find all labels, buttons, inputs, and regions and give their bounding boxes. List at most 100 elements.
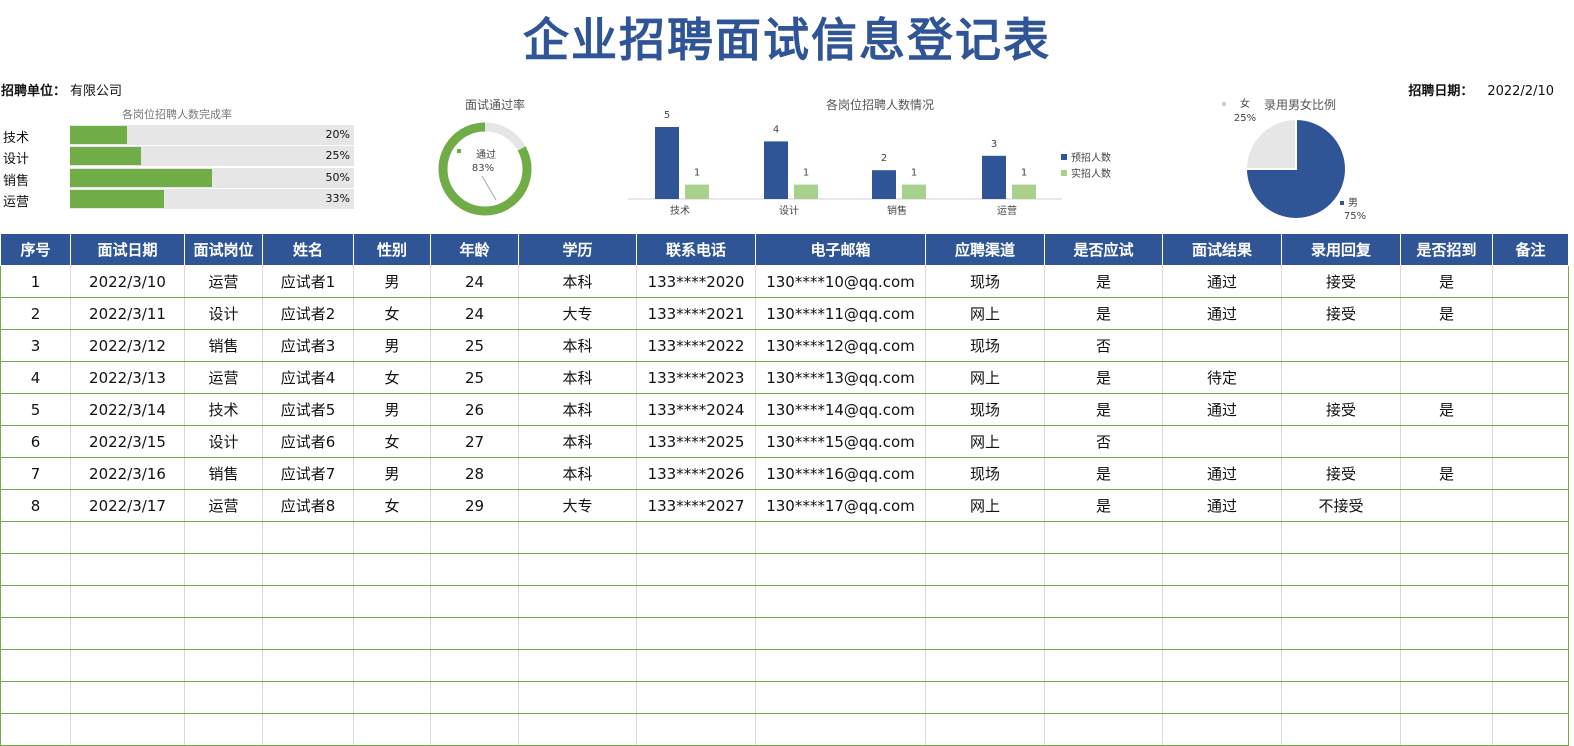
table-cell[interactable]: 130****15@qq.com xyxy=(755,425,926,458)
table-cell[interactable] xyxy=(1492,649,1569,682)
table-cell[interactable]: 应试者4 xyxy=(262,361,354,394)
table-cell[interactable] xyxy=(1400,329,1493,362)
table-cell[interactable] xyxy=(184,681,263,714)
table-row[interactable]: 3 2022/3/12 销售 应试者3 男 25 本科 133****2022 130****1… xyxy=(0,329,1569,362)
table-cell[interactable]: 是 xyxy=(1044,489,1163,522)
table-cell[interactable] xyxy=(636,681,756,714)
table-cell[interactable] xyxy=(0,617,71,650)
table-cell[interactable]: 技术 xyxy=(184,393,263,426)
table-cell[interactable] xyxy=(70,713,185,746)
table-cell[interactable]: 是 xyxy=(1044,265,1163,298)
table-cell[interactable]: 设计 xyxy=(184,425,263,458)
table-row[interactable]: 4 2022/3/13 运营 应试者4 女 25 本科 133****2023 130****1… xyxy=(0,361,1569,394)
table-cell[interactable]: 130****16@qq.com xyxy=(755,457,926,490)
table-cell[interactable]: 3 xyxy=(0,329,71,362)
column-header[interactable]: 面试岗位 xyxy=(184,233,263,266)
table-cell[interactable]: 现场 xyxy=(925,393,1045,426)
table-cell[interactable] xyxy=(1162,649,1282,682)
column-header[interactable]: 联系电话 xyxy=(636,233,756,266)
table-cell[interactable] xyxy=(184,713,263,746)
table-cell[interactable]: 通过 xyxy=(1162,265,1282,298)
table-cell[interactable] xyxy=(262,649,354,682)
table-cell[interactable] xyxy=(262,585,354,618)
table-cell[interactable] xyxy=(1281,521,1401,554)
table-cell[interactable]: 通过 xyxy=(1162,489,1282,522)
table-cell[interactable]: 2022/3/15 xyxy=(70,425,185,458)
table-cell[interactable] xyxy=(0,585,71,618)
column-header[interactable]: 应聘渠道 xyxy=(925,233,1045,266)
table-row[interactable] xyxy=(0,617,1569,650)
table-cell[interactable]: 现场 xyxy=(925,265,1045,298)
column-header[interactable]: 备注 xyxy=(1492,233,1569,266)
table-cell[interactable] xyxy=(353,585,431,618)
table-cell[interactable]: 133****2025 xyxy=(636,425,756,458)
table-cell[interactable]: 是 xyxy=(1400,297,1493,330)
table-cell[interactable] xyxy=(184,521,263,554)
table-cell[interactable]: 133****2023 xyxy=(636,361,756,394)
table-cell[interactable] xyxy=(925,521,1045,554)
table-cell[interactable]: 是 xyxy=(1400,393,1493,426)
table-cell[interactable] xyxy=(70,617,185,650)
table-cell[interactable]: 7 xyxy=(0,457,71,490)
table-cell[interactable]: 女 xyxy=(353,297,431,330)
table-cell[interactable] xyxy=(0,713,71,746)
table-cell[interactable] xyxy=(1400,585,1493,618)
table-cell[interactable] xyxy=(636,713,756,746)
table-cell[interactable] xyxy=(1492,521,1569,554)
table-cell[interactable]: 133****2020 xyxy=(636,265,756,298)
table-cell[interactable]: 否 xyxy=(1044,329,1163,362)
table-cell[interactable] xyxy=(1400,649,1493,682)
table-cell[interactable] xyxy=(1281,681,1401,714)
table-row[interactable] xyxy=(0,713,1569,746)
table-cell[interactable] xyxy=(184,617,263,650)
table-cell[interactable] xyxy=(353,553,431,586)
table-row[interactable]: 7 2022/3/16 销售 应试者7 男 28 本科 133****2026 130****1… xyxy=(0,457,1569,490)
table-cell[interactable]: 1 xyxy=(0,265,71,298)
table-cell[interactable]: 本科 xyxy=(518,361,637,394)
table-cell[interactable]: 130****11@qq.com xyxy=(755,297,926,330)
table-cell[interactable]: 应试者7 xyxy=(262,457,354,490)
table-cell[interactable] xyxy=(1044,681,1163,714)
table-cell[interactable] xyxy=(925,553,1045,586)
table-cell[interactable]: 2022/3/13 xyxy=(70,361,185,394)
table-cell[interactable]: 24 xyxy=(430,297,519,330)
table-cell[interactable]: 29 xyxy=(430,489,519,522)
table-cell[interactable]: 是 xyxy=(1400,457,1493,490)
table-cell[interactable] xyxy=(430,681,519,714)
table-cell[interactable] xyxy=(1400,713,1493,746)
table-row[interactable] xyxy=(0,521,1569,554)
table-row[interactable] xyxy=(0,649,1569,682)
table-cell[interactable] xyxy=(0,649,71,682)
table-cell[interactable] xyxy=(1400,553,1493,586)
table-cell[interactable] xyxy=(1492,297,1569,330)
table-cell[interactable] xyxy=(262,553,354,586)
table-cell[interactable] xyxy=(1281,553,1401,586)
table-cell[interactable] xyxy=(755,713,926,746)
table-cell[interactable]: 运营 xyxy=(184,361,263,394)
table-cell[interactable]: 大专 xyxy=(518,297,637,330)
table-cell[interactable]: 男 xyxy=(353,265,431,298)
table-cell[interactable]: 网上 xyxy=(925,361,1045,394)
table-cell[interactable]: 133****2026 xyxy=(636,457,756,490)
table-cell[interactable] xyxy=(70,521,185,554)
table-cell[interactable]: 应试者5 xyxy=(262,393,354,426)
column-header[interactable]: 面试结果 xyxy=(1162,233,1282,266)
column-header[interactable]: 学历 xyxy=(518,233,637,266)
table-cell[interactable] xyxy=(1281,361,1401,394)
table-cell[interactable]: 133****2021 xyxy=(636,297,756,330)
table-cell[interactable]: 应试者2 xyxy=(262,297,354,330)
table-cell[interactable]: 本科 xyxy=(518,457,637,490)
table-cell[interactable] xyxy=(755,585,926,618)
table-cell[interactable]: 本科 xyxy=(518,265,637,298)
table-cell[interactable] xyxy=(755,649,926,682)
table-cell[interactable] xyxy=(518,521,637,554)
table-cell[interactable]: 销售 xyxy=(184,457,263,490)
table-cell[interactable] xyxy=(1492,553,1569,586)
table-cell[interactable]: 28 xyxy=(430,457,519,490)
table-cell[interactable] xyxy=(1492,265,1569,298)
table-cell[interactable] xyxy=(0,553,71,586)
table-cell[interactable]: 应试者3 xyxy=(262,329,354,362)
table-cell[interactable]: 大专 xyxy=(518,489,637,522)
table-cell[interactable] xyxy=(70,649,185,682)
table-cell[interactable]: 25 xyxy=(430,329,519,362)
